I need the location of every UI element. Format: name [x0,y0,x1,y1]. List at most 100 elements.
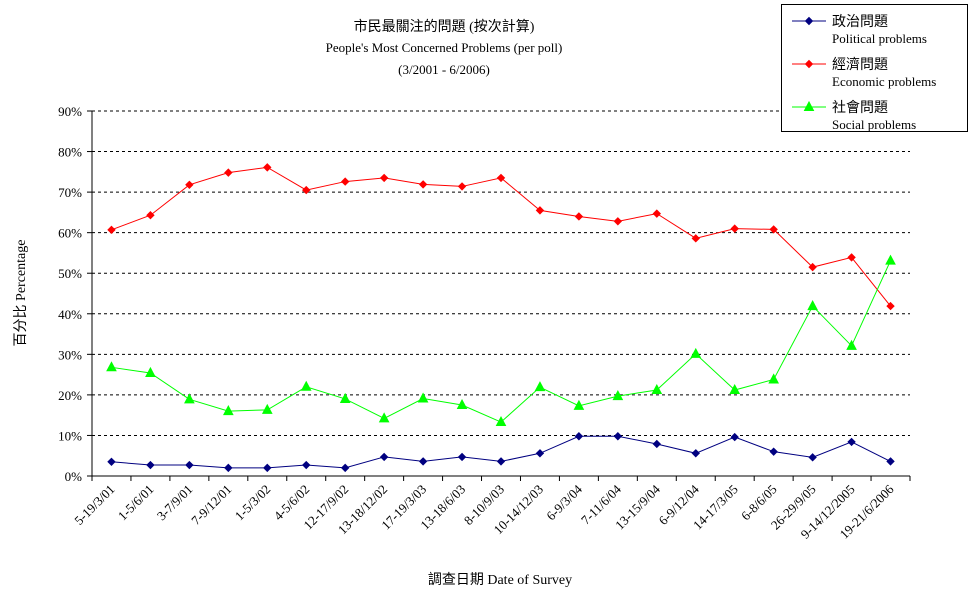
data-point [184,393,195,404]
data-point [846,339,857,350]
data-point [847,437,856,447]
data-point [300,380,312,391]
y-tick-label: 50% [58,266,82,281]
legend-label-en: Social problems [832,117,916,132]
x-tick-label: 1-5/6/01 [115,482,157,524]
data-point [535,449,545,458]
legend-label-en: Political problems [832,31,927,46]
y-tick-label: 10% [58,428,82,443]
gridlines [87,110,910,477]
data-point [729,383,741,395]
legend-label-zh: 社會問題 [832,100,888,116]
x-tick-label: 5-19/3/01 [71,482,117,528]
data-point [535,206,545,215]
data-point [185,180,194,190]
data-point [263,163,272,172]
data-point [379,452,389,462]
x-tick-label: 7-9/12/01 [188,482,234,528]
data-point [457,452,467,462]
data-point [613,217,623,226]
legend-label-en: Economic problems [832,74,936,89]
y-tick-label: 30% [58,347,82,362]
legend-marker [804,59,814,69]
data-point [302,460,311,470]
data-point [457,182,467,191]
data-point [496,457,506,466]
data-point [496,173,506,183]
y-tick-label: 0% [65,469,83,484]
series-line [111,260,891,423]
data-point [886,301,895,311]
data-point [652,439,662,449]
data-point [730,432,739,442]
x-tick-labels: 5-19/3/011-5/6/013-7/9/017-9/12/011-5/3/… [71,481,897,541]
data-point [146,460,155,470]
data-point [769,225,778,234]
y-tick-labels: 0% 10% 20% 30% 40% 50% 60% 70% 80% 90% [58,104,82,484]
data-point [808,453,817,462]
data-point [730,224,739,233]
data-point [808,262,817,272]
data-point [224,463,233,473]
series-group [106,163,896,473]
series-3 [106,254,896,427]
data-point [768,373,779,384]
data-point [847,253,856,262]
data-point [574,212,584,221]
data-point [691,234,700,243]
data-point [145,366,156,377]
series-line [111,166,891,307]
data-point [456,398,468,410]
data-point [339,392,351,403]
legend-marker [804,16,814,26]
legend-label-zh: 政治問題 [832,14,888,30]
data-point [613,432,623,441]
data-point [263,463,272,473]
data-point [495,415,507,427]
x-tick-label: 1-5/3/02 [232,482,274,524]
data-point [652,209,662,218]
data-point [223,405,234,416]
data-point [106,361,117,372]
series-1 [107,432,895,473]
data-point [340,463,350,473]
data-point [886,457,895,466]
data-point [417,392,429,403]
y-tick-label: 20% [58,388,82,403]
data-point [224,168,233,177]
y-tick-label: 80% [58,145,82,160]
data-point [107,457,116,467]
data-point [261,403,273,414]
data-point [769,447,778,456]
data-point [107,225,116,235]
data-point [418,457,428,466]
y-tick-label: 90% [58,104,82,119]
data-point [574,432,584,441]
data-point [807,300,818,311]
data-point [340,177,350,186]
data-point [651,383,663,395]
x-axis-label: 調查日期 Date of Survey [428,572,572,588]
chart-subtitle: People's Most Concerned Problems (per po… [326,40,563,55]
chart-titles: 市民最關注的問題 (按次計算) People's Most Concerned … [326,18,563,77]
legend-label-zh: 經濟問題 [832,57,888,73]
y-tick-label: 70% [58,185,82,200]
y-tick-label: 40% [58,307,82,322]
data-point [302,185,311,195]
y-tick-label: 60% [58,226,82,241]
data-point [690,347,702,358]
data-point [418,180,428,189]
chart-title: 市民最關注的問題 (按次計算) [354,18,535,35]
legend: 政治問題 Political problems 經濟問題 Economic probl… [781,4,968,132]
data-point [378,412,390,423]
legend-marker [803,100,815,111]
data-point [885,254,896,265]
data-point [534,381,546,392]
data-point [573,399,585,410]
chart-period: (3/2001 - 6/2006) [398,62,490,77]
data-point [379,173,389,183]
axes [91,111,911,481]
data-point [612,390,624,401]
data-point [146,211,155,220]
